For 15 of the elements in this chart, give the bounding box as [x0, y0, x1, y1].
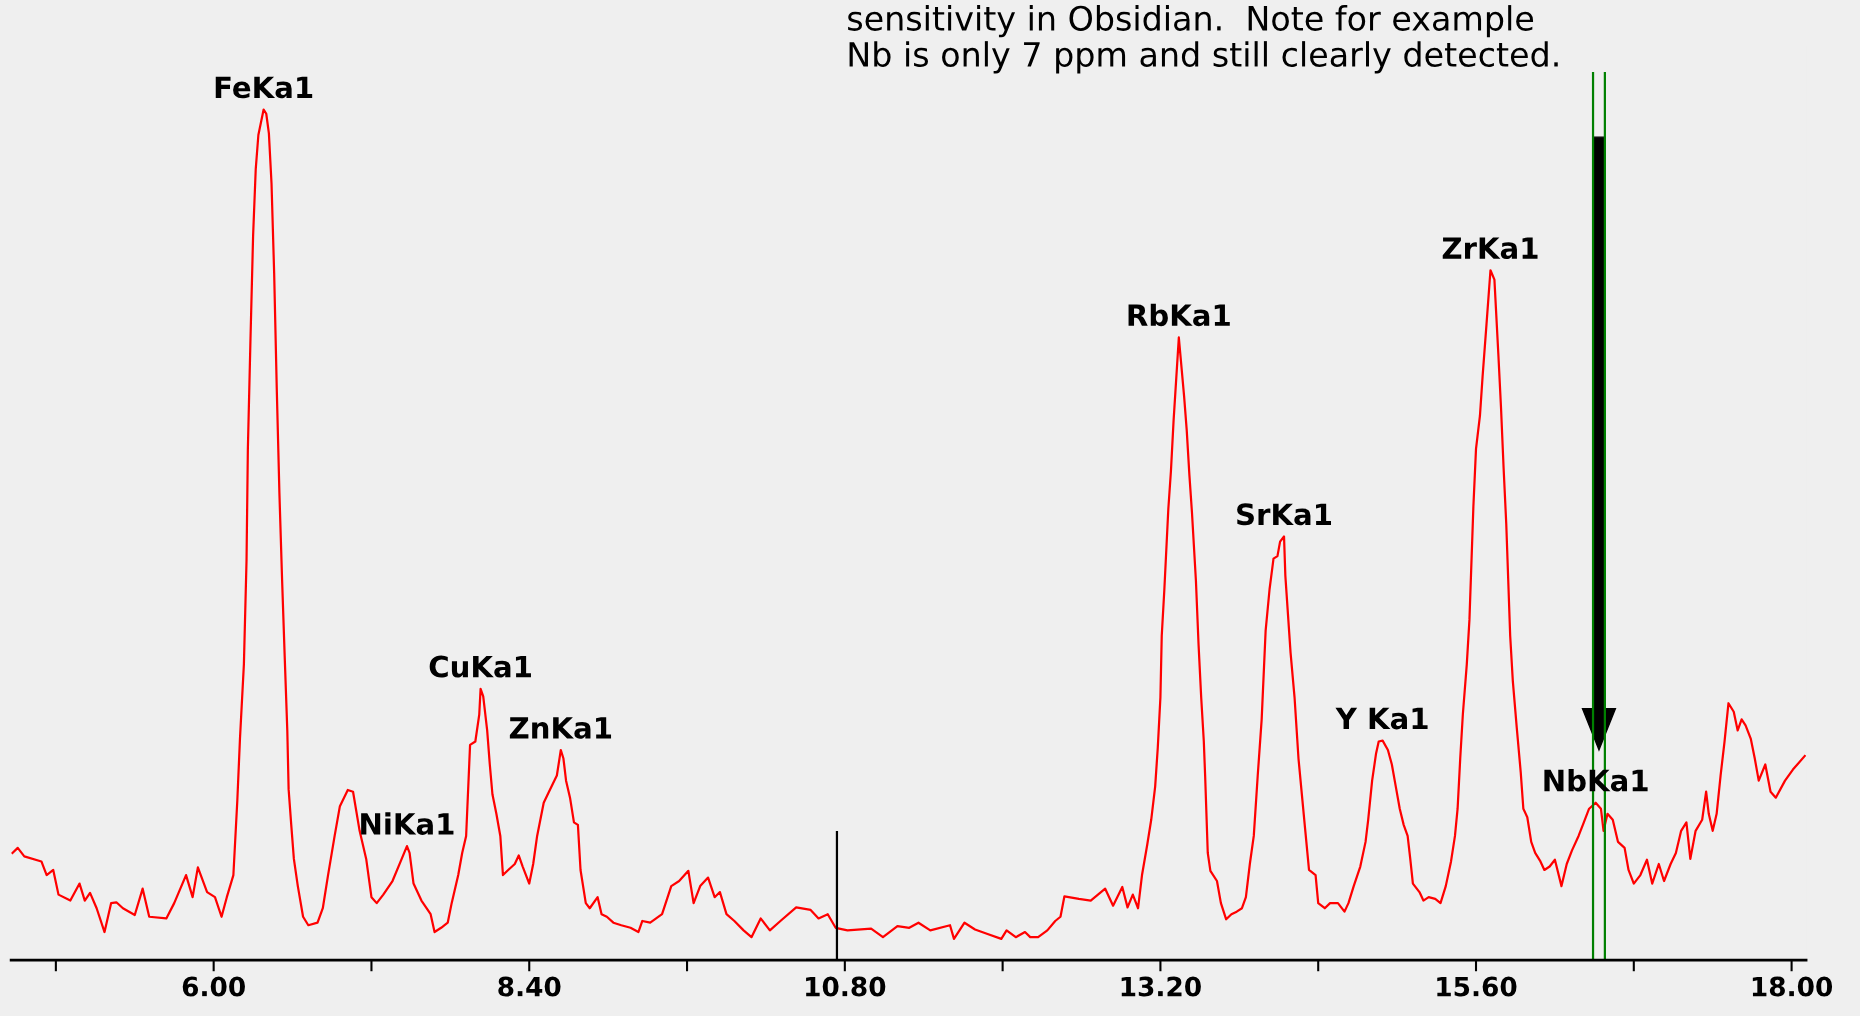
x-tick-label: 13.20: [1121, 976, 1201, 997]
annotation: SrKa1: [1237, 503, 1332, 526]
annotation: ZnKa1: [509, 717, 612, 739]
x-tick-label: 6.00: [182, 976, 245, 997]
x-tick-label: 8.40: [498, 976, 561, 997]
annotation: ZrKa1: [1442, 237, 1538, 260]
text: sensitivity in Obsidian. Note for example Nb is only 7 ppm and still clearly detected.: [848, 5, 1558, 74]
annotation: Y Ka1: [1335, 707, 1428, 730]
annotation: CuKa1: [429, 655, 531, 678]
annotation: FeKa1: [215, 76, 313, 99]
x-tick-label: 18.00: [1752, 976, 1833, 997]
annotation: RbKa1: [1128, 303, 1230, 327]
x-tick-label: 10.80: [806, 976, 886, 997]
x-tick-label: 15.60: [1437, 976, 1517, 997]
annotation: NiKa1: [361, 812, 454, 835]
